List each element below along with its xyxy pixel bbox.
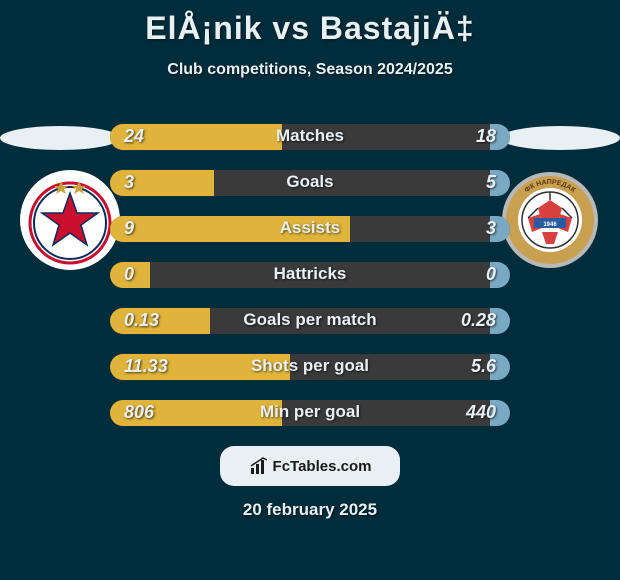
team-badge-right: 1946 ФК НАПРЕДАК [500, 170, 600, 270]
stat-label: Min per goal [110, 402, 510, 422]
stat-row: 11.335.6Shots per goal [110, 348, 510, 382]
page-subtitle: Club competitions, Season 2024/2025 [0, 61, 620, 79]
stat-label: Goals per match [110, 310, 510, 330]
svg-text:1946: 1946 [543, 222, 557, 228]
comparison-infographic: ElÅ¡nik vs BastajiÄ‡ Club competitions, … [0, 0, 620, 580]
date-label: 20 february 2025 [0, 500, 620, 520]
stat-row: 806440Min per goal [110, 394, 510, 428]
stat-label: Matches [110, 126, 510, 146]
decoration-ellipse-right [500, 126, 620, 150]
stat-row: 35Goals [110, 164, 510, 198]
chart-icon [249, 456, 269, 476]
stat-row: 00Hattricks [110, 256, 510, 290]
decoration-ellipse-left [0, 126, 120, 150]
stat-label: Shots per goal [110, 356, 510, 376]
stat-row: 2418Matches [110, 118, 510, 152]
stat-row: 0.130.28Goals per match [110, 302, 510, 336]
brand-label: FcTables.com [273, 458, 372, 475]
stat-label: Assists [110, 218, 510, 238]
napredak-badge-icon: 1946 ФК НАПРЕДАК [500, 170, 600, 270]
stat-label: Hattricks [110, 264, 510, 284]
stat-row: 93Assists [110, 210, 510, 244]
brand-card: FcTables.com [220, 446, 400, 486]
stats-bars: 2418Matches 35Goals 93Assists 00Hattricks 0.… [110, 118, 510, 440]
red-star-badge-icon [25, 175, 115, 265]
stat-label: Goals [110, 172, 510, 192]
team-badge-left [20, 170, 120, 270]
page-title: ElÅ¡nik vs BastajiÄ‡ [0, 0, 620, 47]
